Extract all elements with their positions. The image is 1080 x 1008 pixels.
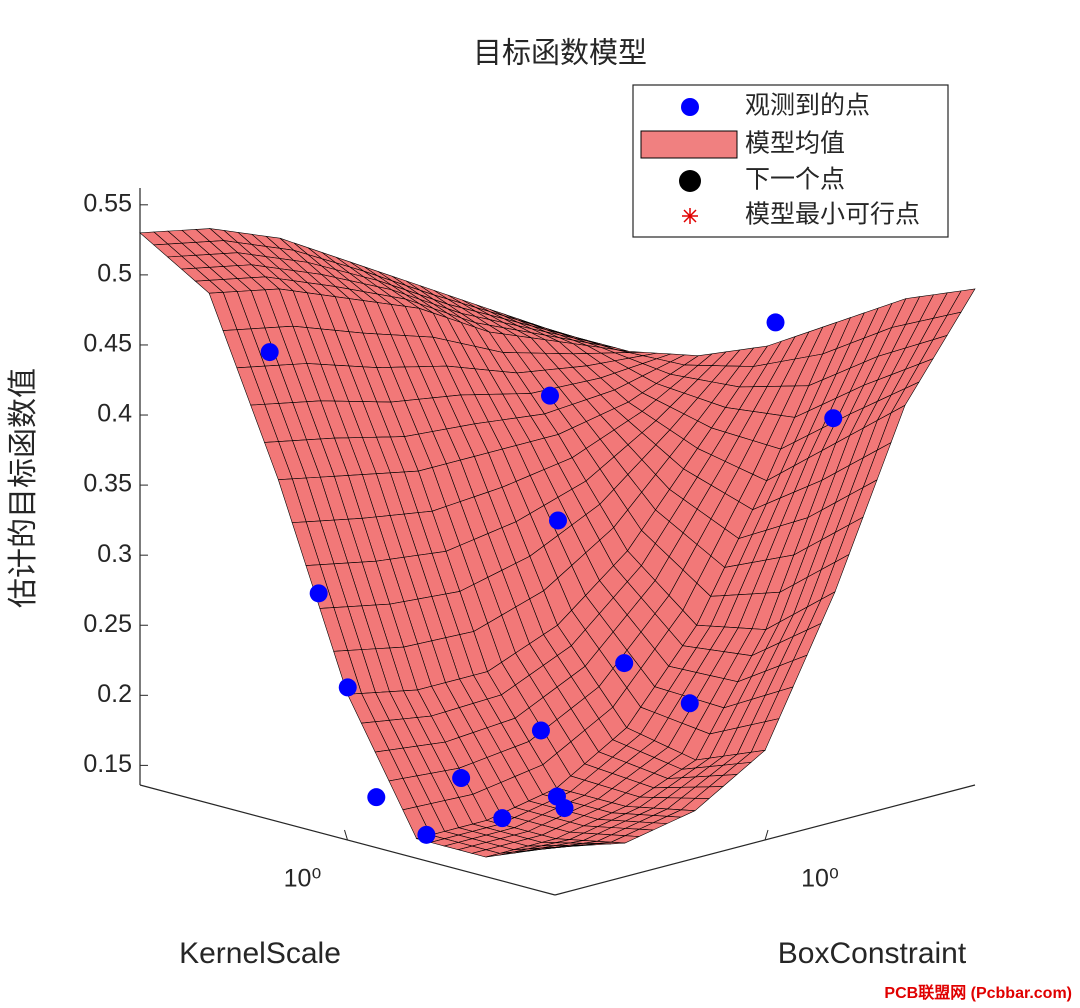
observed-point: [260, 343, 279, 362]
z-tick-label: 0.35: [83, 470, 132, 498]
observed-point: [680, 694, 699, 713]
surface-patch: [558, 341, 700, 403]
y-tick-label: 10⁰: [801, 865, 839, 893]
z-axis-label: 估计的目标函数值: [7, 368, 40, 608]
chart-title: 目标函数模型: [473, 37, 647, 70]
z-tick-label: 0.25: [83, 610, 132, 638]
legend-marker: [682, 208, 698, 224]
surface-patch: [279, 237, 420, 309]
surface-patch: [485, 838, 626, 858]
surface-patch: [695, 591, 836, 761]
observed-point: [540, 386, 559, 405]
observed-point: [338, 678, 357, 697]
z-tick-label: 0.55: [83, 189, 132, 217]
x-tick-label: 10⁰: [284, 865, 322, 893]
z-tick-label: 0.15: [83, 750, 132, 778]
surface-patch: [624, 749, 766, 811]
observed-point: [367, 788, 386, 807]
surface-patch: [487, 624, 628, 789]
observed-point: [615, 654, 634, 673]
surface-patch: [348, 298, 489, 472]
surface-patch: [209, 228, 351, 300]
observed-point: [824, 409, 843, 428]
legend-marker: [640, 130, 738, 159]
y-tick: [764, 829, 769, 841]
observed-point: [547, 787, 566, 806]
legend-label: 模型均值: [745, 130, 845, 158]
z-tick-label: 0.2: [97, 680, 132, 708]
surface-patch: [419, 285, 560, 342]
surface-patch: [347, 470, 488, 691]
surface-patch: [349, 261, 490, 333]
surface-patch: [487, 434, 628, 626]
points: [260, 313, 843, 844]
x-tick: [344, 829, 348, 841]
observed-point: [309, 584, 328, 603]
surface-patch: [555, 806, 696, 844]
surface-patch: [835, 288, 976, 444]
z-tick-label: 0.3: [97, 540, 132, 568]
x-axis-label: KernelScale: [179, 937, 341, 970]
surface-patch: [626, 624, 767, 761]
observed-point: [766, 313, 785, 332]
observed-point: [549, 511, 568, 530]
observed-point: [493, 809, 512, 828]
surface-patch: [278, 288, 419, 476]
surface-patch: [489, 309, 630, 352]
observed-point: [531, 721, 550, 740]
surface-patch: [557, 550, 698, 729]
surface-patch: [697, 321, 838, 482]
surface-patch: [488, 331, 629, 435]
legend-marker: [681, 98, 699, 116]
y-axis-label: BoxConstraint: [778, 937, 967, 970]
surface-patch: [627, 448, 768, 626]
surface-patch: [277, 475, 418, 695]
surface-patch: [417, 671, 558, 821]
legend-label: 模型最小可行点: [745, 201, 920, 229]
surface-patch: [208, 288, 349, 481]
surface-facet: [541, 846, 570, 850]
legend-label: 下一个点: [745, 166, 845, 194]
surface-patch: [139, 228, 280, 294]
surface-patch: [556, 727, 697, 807]
z-tick-label: 0.5: [97, 259, 132, 287]
legend-label: 观测到的点: [745, 92, 870, 120]
surface-patch: [627, 345, 769, 449]
axes: 0.15 0.2 0.25 0.3 0.35 0.4 0.45 0.5 0.55 10⁰ 10⁰: [83, 188, 976, 896]
surface-patch: [418, 307, 559, 454]
surface-patch: [696, 442, 837, 630]
watermark: PCB联盟网 (Pcbbar.com): [884, 984, 1072, 1002]
z-tick-label: 0.4: [97, 400, 132, 428]
observed-point: [417, 825, 436, 844]
surface-patch: [766, 298, 907, 482]
legend: 观测到的点 模型均值 下一个点 模型最小可行点: [632, 84, 949, 238]
legend-marker: [679, 170, 701, 192]
surface: [139, 228, 976, 858]
surface-patch: [417, 452, 558, 673]
observed-point: [452, 769, 471, 788]
surface-patch: [765, 404, 906, 631]
z-tick-label: 0.45: [83, 330, 132, 358]
